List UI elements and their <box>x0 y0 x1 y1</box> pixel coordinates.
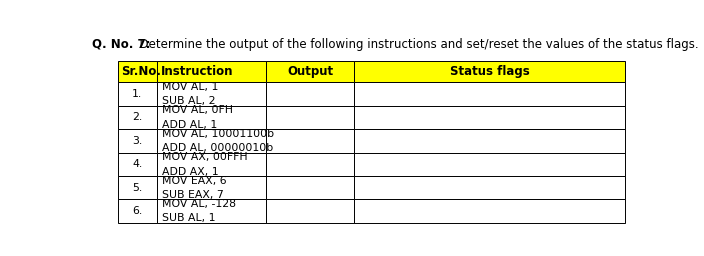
Text: MOV AX, 00FFH
ADD AX, 1: MOV AX, 00FFH ADD AX, 1 <box>162 152 248 177</box>
Text: Q. No. 7:: Q. No. 7: <box>92 38 151 51</box>
Bar <box>156 82 265 106</box>
Bar <box>156 61 265 82</box>
Text: Sr.No.: Sr.No. <box>121 65 161 78</box>
Text: MOV AL, 10001100b
ADD AL, 00000010b: MOV AL, 10001100b ADD AL, 00000010b <box>162 129 274 153</box>
Bar <box>156 176 265 199</box>
Bar <box>265 176 354 199</box>
Text: 1.: 1. <box>132 89 142 99</box>
Bar <box>118 61 156 82</box>
Bar <box>354 106 625 129</box>
Bar <box>354 82 625 106</box>
Text: Status flags: Status flags <box>450 65 530 78</box>
Bar <box>354 61 625 82</box>
Text: MOV AL, 0FH
ADD AL, 1: MOV AL, 0FH ADD AL, 1 <box>162 105 233 130</box>
Bar <box>118 153 156 176</box>
Bar <box>265 153 354 176</box>
Bar <box>118 129 156 153</box>
Text: Determine the output of the following instructions and set/reset the values of t: Determine the output of the following in… <box>132 38 699 51</box>
Bar <box>354 199 625 223</box>
Text: MOV EAX, 6
SUB EAX, 7: MOV EAX, 6 SUB EAX, 7 <box>162 176 227 200</box>
Bar <box>118 82 156 106</box>
Bar <box>156 106 265 129</box>
Bar <box>265 199 354 223</box>
Bar <box>118 199 156 223</box>
Text: 5.: 5. <box>132 183 142 193</box>
Text: 2.: 2. <box>132 112 142 122</box>
Text: Instruction: Instruction <box>161 65 234 78</box>
Bar <box>354 176 625 199</box>
Bar <box>118 176 156 199</box>
Text: 4.: 4. <box>132 159 142 169</box>
Bar <box>265 82 354 106</box>
Bar <box>156 199 265 223</box>
Text: MOV AL, -128
SUB AL, 1: MOV AL, -128 SUB AL, 1 <box>162 199 236 223</box>
Text: 3.: 3. <box>132 136 142 146</box>
Bar <box>265 129 354 153</box>
Bar <box>156 129 265 153</box>
Bar <box>265 61 354 82</box>
Bar <box>354 153 625 176</box>
Text: MOV AL, 1
SUB AL, 2: MOV AL, 1 SUB AL, 2 <box>162 82 218 106</box>
Bar <box>354 129 625 153</box>
Bar <box>118 106 156 129</box>
Text: 6.: 6. <box>132 206 142 216</box>
Bar <box>265 106 354 129</box>
Text: Output: Output <box>287 65 333 78</box>
Bar <box>156 153 265 176</box>
